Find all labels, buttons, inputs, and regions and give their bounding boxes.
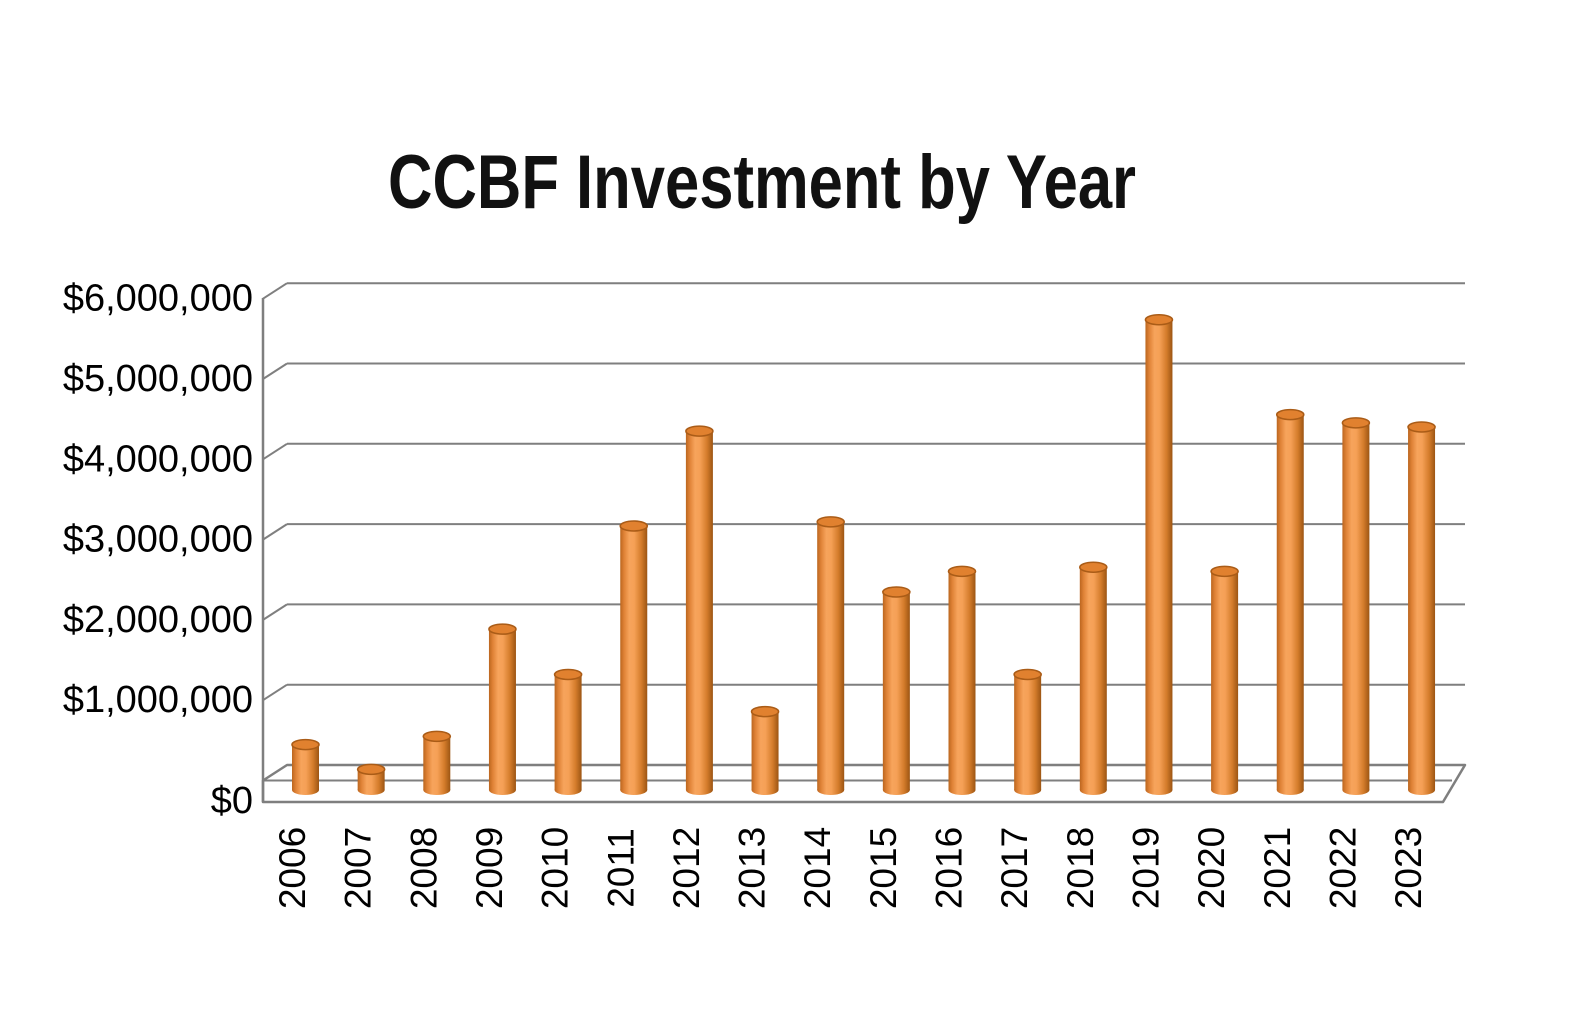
bar-2022 xyxy=(1341,417,1371,795)
cylinder-top xyxy=(1079,561,1108,574)
cylinder-body xyxy=(1408,427,1436,790)
axis-tick-4m xyxy=(262,442,288,461)
ytick-label-1m: $1,000,000 xyxy=(63,679,253,721)
cylinder-top xyxy=(291,738,320,751)
xtick-label-2015: 2015 xyxy=(863,827,904,909)
xtick-label-2017: 2017 xyxy=(994,827,1035,909)
cylinder-body xyxy=(554,674,582,790)
ytick-label-4m: $4,000,000 xyxy=(63,438,253,480)
cylinder-body xyxy=(1276,414,1304,790)
cylinder-body xyxy=(292,744,319,790)
cylinder-top xyxy=(1275,408,1305,421)
xtick-label-2008: 2008 xyxy=(403,827,444,909)
bar-2020 xyxy=(1210,565,1239,795)
bar-2010 xyxy=(553,668,583,795)
axis-tick-5m xyxy=(262,362,288,380)
xtick-label-2006: 2006 xyxy=(272,827,313,909)
cylinder-top xyxy=(947,565,977,578)
bar-2016 xyxy=(947,565,977,795)
bar-2006 xyxy=(291,738,320,795)
cylinder-body xyxy=(948,571,976,790)
bar-2014 xyxy=(816,516,846,795)
cylinder-top xyxy=(1407,421,1436,433)
xtick-label-2021: 2021 xyxy=(1257,827,1298,909)
cylinder-top xyxy=(553,668,583,681)
xtick-label-2018: 2018 xyxy=(1060,827,1101,909)
chart-title: CCBF Investment by Year xyxy=(388,140,1136,225)
xtick-label-2010: 2010 xyxy=(535,827,576,909)
cylinder-top xyxy=(1144,313,1174,326)
cylinder-body xyxy=(620,526,648,790)
cylinder-body xyxy=(751,711,779,790)
axis-tick-2m xyxy=(262,603,288,621)
cylinder-body xyxy=(882,592,910,790)
cylinder-top xyxy=(750,705,780,718)
cylinder-top xyxy=(1341,417,1371,429)
cylinder-body xyxy=(817,521,845,790)
bar-2019 xyxy=(1144,313,1174,795)
xtick-label-2023: 2023 xyxy=(1388,827,1429,909)
cylinder-top xyxy=(816,516,846,528)
cylinder-top xyxy=(685,425,714,437)
ytick-label-0m: $0 xyxy=(211,780,253,822)
cylinder-body xyxy=(685,431,713,790)
axis-tick-6m xyxy=(262,282,288,300)
xtick-label-2012: 2012 xyxy=(666,827,707,909)
cylinder-body xyxy=(1079,567,1107,790)
ytick-label-2m: $2,000,000 xyxy=(63,599,253,641)
cylinder-top xyxy=(356,763,386,776)
cylinder-top xyxy=(882,586,911,598)
bar-2018 xyxy=(1079,561,1108,795)
xtick-label-2007: 2007 xyxy=(338,827,379,909)
bar-2013 xyxy=(750,705,780,795)
cylinder-top xyxy=(1210,565,1239,578)
cylinder-top xyxy=(422,730,452,743)
axis-tick-1m xyxy=(262,683,288,702)
bar-2011 xyxy=(619,520,649,795)
cylinder-body xyxy=(1211,571,1239,790)
axis-tick-3m xyxy=(262,523,288,541)
xtick-label-2011: 2011 xyxy=(600,828,641,908)
bar-2015 xyxy=(882,586,911,795)
xtick-label-2019: 2019 xyxy=(1125,827,1166,909)
bar-2012 xyxy=(685,425,714,795)
xtick-label-2016: 2016 xyxy=(929,827,970,909)
cylinder-top xyxy=(488,623,517,635)
cylinder-body xyxy=(1014,674,1042,790)
cylinder-body xyxy=(1342,422,1370,790)
xtick-label-2020: 2020 xyxy=(1191,827,1232,909)
bar-2009 xyxy=(488,623,517,795)
xtick-label-2014: 2014 xyxy=(797,827,838,909)
bar-2007 xyxy=(356,763,386,795)
cylinder-top xyxy=(1013,668,1042,681)
cylinder-body xyxy=(423,736,451,790)
ytick-label-6m: $6,000,000 xyxy=(63,278,253,320)
xtick-label-2009: 2009 xyxy=(469,827,510,909)
ytick-label-5m: $5,000,000 xyxy=(63,358,253,400)
bar-2023 xyxy=(1407,421,1436,795)
xtick-label-2013: 2013 xyxy=(732,827,773,909)
bar-2008 xyxy=(422,730,452,795)
cylinder-top xyxy=(619,520,649,532)
bar-2017 xyxy=(1013,668,1042,795)
ytick-label-3m: $3,000,000 xyxy=(63,519,253,561)
cylinder-body xyxy=(488,629,516,790)
cylinder-body xyxy=(1145,319,1173,790)
xtick-label-2022: 2022 xyxy=(1322,827,1363,909)
bar-2021 xyxy=(1275,408,1305,795)
